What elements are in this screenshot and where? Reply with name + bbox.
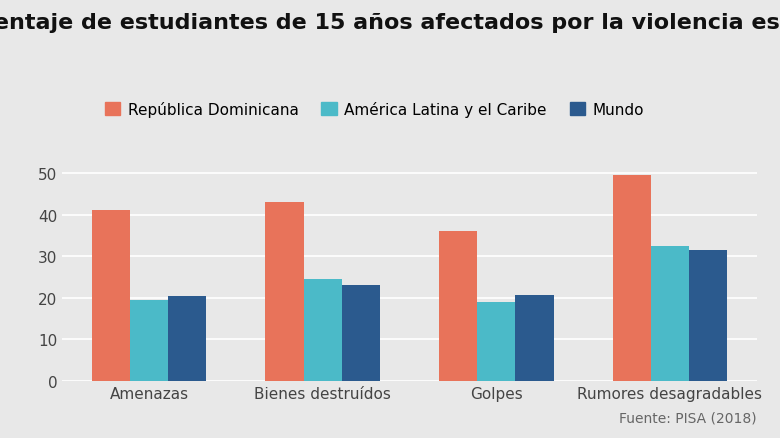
Bar xyxy=(265,202,303,381)
Bar xyxy=(689,251,727,381)
Bar xyxy=(439,231,477,381)
Bar xyxy=(516,296,554,381)
Bar xyxy=(92,210,130,381)
Bar xyxy=(342,285,380,381)
Bar xyxy=(612,176,651,381)
Text: Fuente: PISA (2018): Fuente: PISA (2018) xyxy=(619,411,757,425)
Bar xyxy=(168,296,207,381)
Bar xyxy=(303,279,342,381)
Bar xyxy=(651,247,689,381)
Legend: República Dominicana, América Latina y el Caribe, Mundo: República Dominicana, América Latina y e… xyxy=(98,95,651,124)
Bar xyxy=(477,302,516,381)
Bar xyxy=(130,300,168,381)
Text: Porcentaje de estudiantes de 15 años afectados por la violencia escolar: Porcentaje de estudiantes de 15 años afe… xyxy=(0,13,780,33)
